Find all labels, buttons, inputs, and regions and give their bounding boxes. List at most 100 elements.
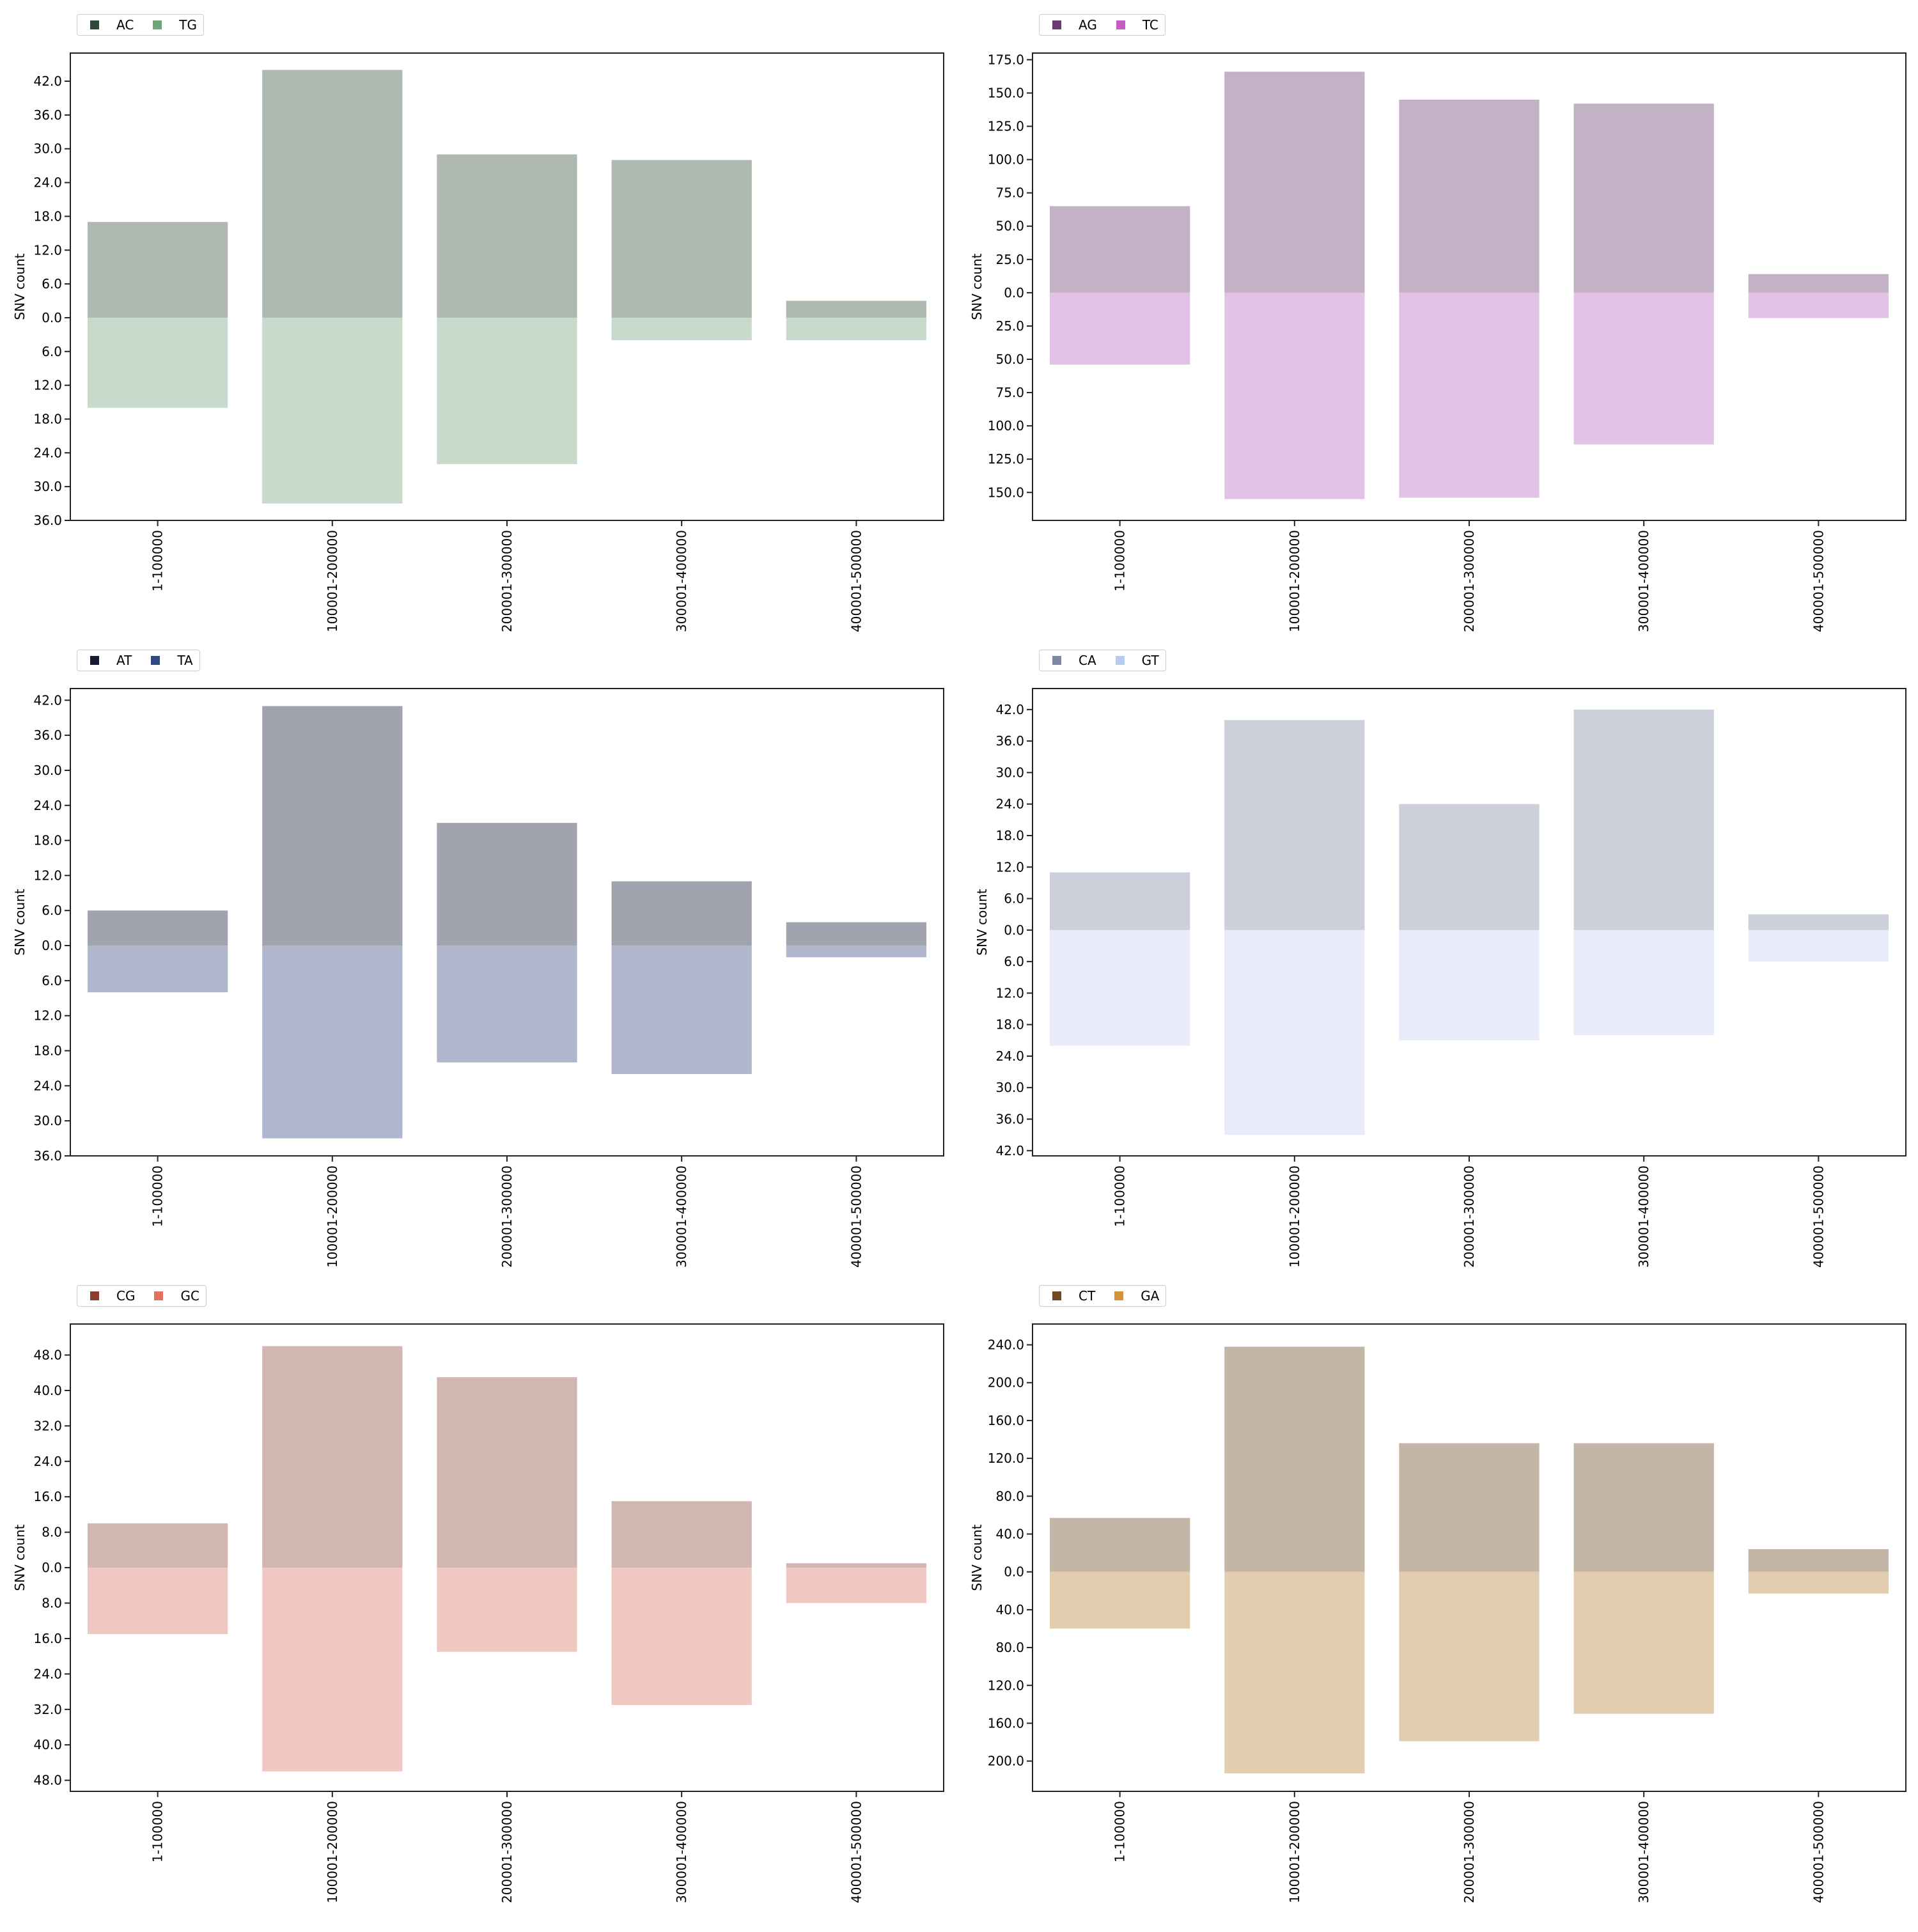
- bar-CA-0: [1050, 872, 1190, 930]
- y-tick-label: 50.0: [995, 219, 1024, 234]
- legend-label: CA: [1079, 653, 1096, 668]
- x-tick-label: 400001-500000: [848, 1801, 864, 1903]
- y-axis-label: SNV count: [974, 889, 990, 955]
- bar-CA-2: [1399, 804, 1540, 930]
- y-tick-label: 0.0: [1004, 923, 1024, 938]
- legend-swatch: [90, 1291, 99, 1300]
- y-tick-label: 36.0: [33, 513, 62, 528]
- y-tick-label: 18.0: [33, 208, 62, 224]
- legend-item: CT: [1052, 1288, 1095, 1304]
- y-tick-label: 6.0: [42, 973, 62, 988]
- bar-AG-3: [1573, 104, 1714, 293]
- y-tick-label: 150.0: [988, 485, 1024, 500]
- bar-GA-2: [1399, 1571, 1540, 1741]
- bar-CG-3: [611, 1501, 752, 1568]
- bar-GC-4: [786, 1568, 926, 1603]
- bar-TA-2: [437, 946, 577, 1063]
- y-tick-label: 12.0: [995, 985, 1024, 1001]
- chart-panel: 36.0 30.0 24.0 18.0 12.0 6.0 0.0 6.0 12.0 18.0 24.…: [12, 688, 944, 1268]
- bar-TA-4: [786, 946, 926, 958]
- legend: AT TA: [77, 650, 200, 671]
- y-axis-label: SNV count: [969, 253, 985, 320]
- y-tick-label: 175.0: [988, 52, 1024, 67]
- legend-item: AT: [90, 653, 132, 668]
- x-tick-label: 100001-200000: [1287, 530, 1302, 632]
- bar-AG-2: [1399, 99, 1540, 293]
- y-tick-label: 6.0: [42, 276, 62, 292]
- x-tick-label: 1-100000: [1112, 1801, 1128, 1862]
- y-tick-label: 12.0: [33, 378, 62, 393]
- y-tick-label: 75.0: [995, 385, 1024, 400]
- bar-GA-1: [1224, 1571, 1365, 1773]
- y-tick-label: 30.0: [33, 141, 62, 157]
- bar-GA-0: [1050, 1571, 1190, 1629]
- legend-swatch: [1052, 1291, 1061, 1300]
- x-tick-label: 100001-200000: [325, 1801, 340, 1903]
- bar-AG-1: [1224, 72, 1365, 293]
- bar-CG-0: [88, 1523, 228, 1568]
- bar-GA-4: [1748, 1571, 1889, 1594]
- legend: CT GA: [1039, 1285, 1167, 1307]
- legend-label: AG: [1079, 17, 1097, 33]
- bar-AC-2: [437, 154, 577, 318]
- legend: AC TG: [77, 14, 205, 36]
- legend-label: TA: [177, 653, 193, 668]
- legend: AG TC: [1039, 14, 1166, 36]
- x-tick-label: 200001-300000: [499, 1165, 515, 1268]
- y-tick-label: 24.0: [33, 798, 62, 813]
- y-tick-label: 125.0: [988, 119, 1024, 134]
- y-tick-label: 125.0: [988, 451, 1024, 467]
- y-tick-label: 6.0: [1004, 891, 1024, 907]
- y-tick-label: 80.0: [995, 1488, 1024, 1504]
- y-tick-label: 8.0: [42, 1596, 62, 1611]
- x-tick-label: 400001-500000: [1811, 1801, 1826, 1903]
- y-tick-label: 36.0: [995, 1112, 1024, 1127]
- y-tick-label: 24.0: [995, 797, 1024, 812]
- bar-TC-0: [1050, 292, 1190, 365]
- legend-item: GT: [1115, 653, 1159, 668]
- y-tick-label: 24.0: [33, 175, 62, 191]
- y-tick-label: 24.0: [995, 1048, 1024, 1064]
- x-tick-label: 400001-500000: [848, 1165, 864, 1268]
- bar-AT-0: [88, 910, 228, 946]
- legend-swatch: [1052, 656, 1061, 665]
- bar-GT-1: [1224, 930, 1365, 1135]
- y-tick-label: 120.0: [988, 1678, 1024, 1693]
- y-tick-label: 36.0: [33, 107, 62, 123]
- y-tick-label: 160.0: [988, 1715, 1024, 1731]
- y-tick-label: 30.0: [995, 1080, 1024, 1095]
- y-tick-label: 40.0: [33, 1737, 62, 1752]
- x-tick-label: 400001-500000: [1811, 1165, 1826, 1268]
- x-tick-label: 100001-200000: [1287, 1801, 1302, 1903]
- x-tick-label: 100001-200000: [325, 530, 340, 632]
- legend-swatch: [151, 656, 160, 665]
- x-tick-label: 1-100000: [1112, 1165, 1128, 1227]
- bar-CT-4: [1748, 1549, 1889, 1572]
- y-tick-label: 0.0: [42, 310, 62, 325]
- y-tick-label: 6.0: [42, 344, 62, 359]
- x-tick-label: 1-100000: [150, 1165, 166, 1227]
- bar-GT-2: [1399, 930, 1540, 1041]
- x-tick-label: 300001-400000: [1636, 1801, 1651, 1903]
- y-tick-label: 16.0: [33, 1631, 62, 1646]
- y-tick-label: 24.0: [33, 1666, 62, 1681]
- legend: CG GC: [77, 1285, 207, 1307]
- y-tick-label: 30.0: [33, 763, 62, 778]
- y-tick-label: 18.0: [995, 828, 1024, 843]
- legend-label: GA: [1141, 1288, 1160, 1304]
- x-tick-label: 1-100000: [1112, 530, 1128, 591]
- bar-TG-4: [786, 317, 926, 341]
- bar-CT-2: [1399, 1443, 1540, 1572]
- bar-GT-4: [1748, 930, 1889, 962]
- y-tick-label: 24.0: [33, 1078, 62, 1093]
- y-tick-label: 32.0: [33, 1702, 62, 1717]
- x-tick-label: 400001-500000: [848, 530, 864, 632]
- y-tick-label: 0.0: [42, 1560, 62, 1575]
- legend-swatch: [90, 20, 99, 29]
- y-tick-label: 240.0: [988, 1337, 1024, 1353]
- bar-CG-1: [262, 1346, 403, 1568]
- bar-TA-3: [611, 946, 752, 1075]
- legend-item: GA: [1114, 1288, 1159, 1304]
- y-tick-label: 40.0: [995, 1602, 1024, 1617]
- bar-AG-4: [1748, 274, 1889, 293]
